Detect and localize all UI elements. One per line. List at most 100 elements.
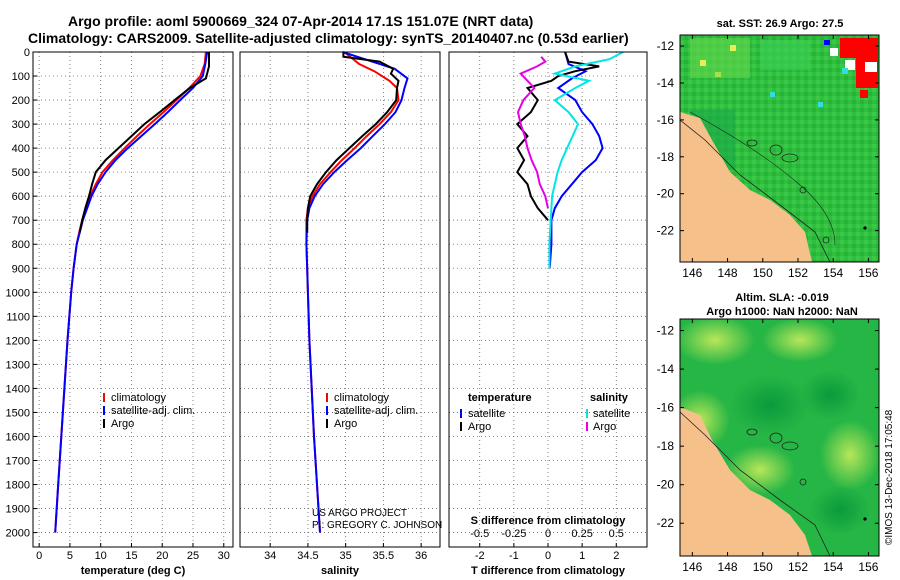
legend-label: Argo <box>111 418 134 430</box>
map-y-tick-label: -22 <box>657 224 675 238</box>
legend-title-temperature: temperature <box>468 392 532 404</box>
map-x-tick-label: 148 <box>718 560 738 574</box>
sst-map-panel: sat. SST: 26.9 Argo: 27.5 <box>657 18 880 280</box>
diff-series-0 <box>548 51 604 269</box>
sla-map-title: Altim. SLA: -0.019 <box>735 292 829 304</box>
map-x-tick-label: 154 <box>823 560 843 574</box>
x-axis-label: salinity <box>321 565 360 577</box>
x-tick-label: 30 <box>218 550 230 562</box>
y-tick-label: 1900 <box>6 504 30 516</box>
y-tick-label: 700 <box>12 215 30 227</box>
legend-label: Argo <box>334 418 357 430</box>
x-tick-label: 34 <box>264 550 276 562</box>
series-line-1 <box>54 51 209 533</box>
series-line-1 <box>305 51 409 533</box>
map-y-tick-label: -14 <box>657 362 675 376</box>
legend-label: satellite-adj. clim. <box>111 405 195 417</box>
temperature-panel: 0 5 10 15 20 25 30 temperature (deg C) 0 100 200 30… <box>6 47 234 577</box>
map-x-tick-label: 152 <box>788 560 808 574</box>
sla-map-subtitle: Argo h1000: NaN h2000: NaN <box>706 306 858 318</box>
x-tick-label: 10 <box>95 550 107 562</box>
x2-tick-label: 0 <box>545 528 551 540</box>
map-y-tick-label: -12 <box>657 324 675 338</box>
y-tick-label: 1400 <box>6 383 30 395</box>
map-y-tick-label: -20 <box>657 478 675 492</box>
x-tick-label: 0 <box>545 550 551 562</box>
map-y-tick-label: -20 <box>657 187 675 201</box>
legend-label: satellite <box>468 408 505 420</box>
title-line-1: Argo profile: aoml 5900669_324 07-Apr-20… <box>68 13 533 29</box>
x-tick-label: 35 <box>340 550 352 562</box>
x-tick-label: 36 <box>415 550 427 562</box>
y-tick-label: 100 <box>12 71 30 83</box>
x-axis-label: T difference from climatology <box>471 565 626 577</box>
y-tick-label: 800 <box>12 239 30 251</box>
y-tick-label: 200 <box>12 95 30 107</box>
y-tick-label: 1700 <box>6 455 30 467</box>
imos-stamp: ©IMOS 13-Dec-2018 17:05:48 <box>884 409 895 545</box>
map-y-tick-label: -12 <box>657 39 675 53</box>
legend-label: satellite-adj. clim. <box>334 405 418 417</box>
series-line-2 <box>306 52 400 233</box>
sla-land <box>680 407 812 556</box>
map-x-tick-label: 146 <box>682 266 702 280</box>
y-tick-label: 1200 <box>6 335 30 347</box>
map-y-tick-label: -16 <box>657 401 675 415</box>
map-x-tick-label: 146 <box>682 560 702 574</box>
map-y-tick-label: -22 <box>657 516 675 530</box>
map-x-tick-label: 148 <box>718 266 738 280</box>
x2-axis-label: S difference from climatology <box>471 515 627 527</box>
x-tick-label: 1 <box>579 550 585 562</box>
series-line-2 <box>78 52 210 233</box>
map-x-tick-label: 150 <box>753 266 773 280</box>
map-x-tick-label: 156 <box>858 560 878 574</box>
axes-frame <box>32 51 234 548</box>
x-tick-label: 35.5 <box>373 550 394 562</box>
y-tick-label: 1300 <box>6 359 30 371</box>
y-tick-label: 300 <box>12 119 30 131</box>
legend-label: satellite <box>593 408 630 420</box>
difference-panel: -2 -1 0 1 2 T difference from climatology -0.5… <box>448 51 648 577</box>
sst-land <box>680 112 812 262</box>
y-tick-label: 900 <box>12 263 30 275</box>
x-axis-label: temperature (deg C) <box>81 565 186 577</box>
legend-label: Argo <box>468 421 491 433</box>
legend-label: climatology <box>334 392 390 404</box>
diff-series-3 <box>516 56 549 209</box>
x-tick-label: 20 <box>156 550 168 562</box>
title-line-2: Climatology: CARS2009. Satellite-adjuste… <box>28 30 629 46</box>
y-tick-label: 0 <box>24 47 30 59</box>
sst-hot-patch <box>840 38 878 58</box>
map-y-tick-label: -16 <box>657 113 675 127</box>
x-tick-label: -2 <box>475 550 485 562</box>
x-tick-label: 0 <box>36 550 42 562</box>
x-tick-label: 2 <box>613 550 619 562</box>
axes-frame <box>239 51 441 548</box>
y-tick-label: 400 <box>12 143 30 155</box>
x-tick-label: 25 <box>187 550 199 562</box>
diff-series-1 <box>515 51 600 221</box>
y-tick-label: 2000 <box>6 528 30 540</box>
x2-tick-label: 0.5 <box>609 528 624 540</box>
x2-tick-label: 0.25 <box>571 528 592 540</box>
map-y-tick-label: -18 <box>657 439 675 453</box>
project-line: US ARGO PROJECT <box>312 508 407 519</box>
sst-map-title: sat. SST: 26.9 Argo: 27.5 <box>717 18 844 30</box>
legend-title-salinity: salinity <box>590 392 629 404</box>
y-tick-label: 1000 <box>6 287 30 299</box>
x2-tick-label: -0.25 <box>501 528 526 540</box>
y-tick-label: 1500 <box>6 407 30 419</box>
pi-line: PI: GREGORY C. JOHNSON <box>312 520 442 531</box>
y-tick-label: 1600 <box>6 431 30 443</box>
map-x-tick-label: 154 <box>823 266 843 280</box>
x-tick-label: -1 <box>509 550 519 562</box>
x-tick-label: 34.5 <box>297 550 318 562</box>
x-tick-label: 5 <box>67 550 73 562</box>
map-x-tick-label: 150 <box>753 560 773 574</box>
x2-tick-label: -0.5 <box>470 528 489 540</box>
map-y-tick-label: -14 <box>657 76 675 90</box>
x-tick-label: 15 <box>125 550 137 562</box>
salinity-panel: 34 34.5 35 35.5 36 salinity climatologysatelli… <box>239 51 442 577</box>
map-y-tick-label: -18 <box>657 150 675 164</box>
